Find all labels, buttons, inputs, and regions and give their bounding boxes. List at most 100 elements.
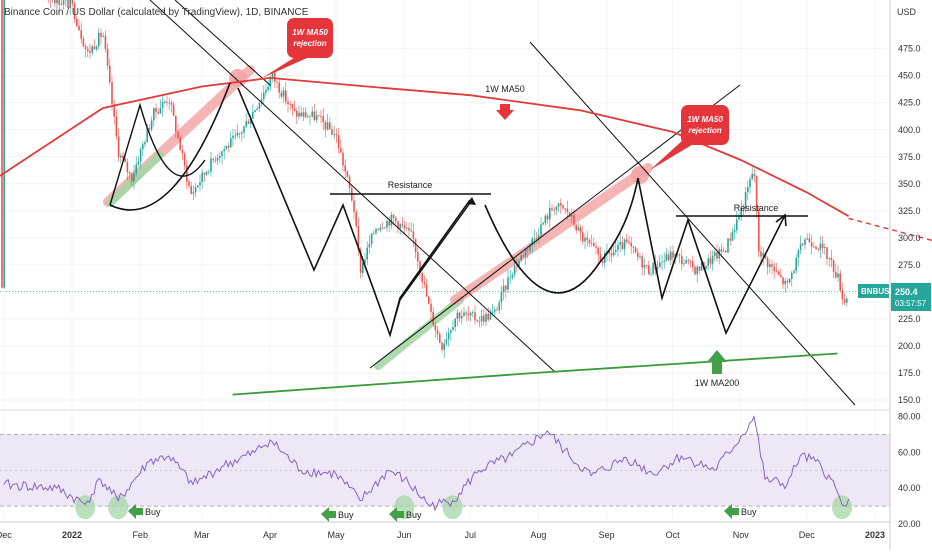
candle-body (481, 316, 483, 322)
candle-body (617, 245, 619, 250)
candle-body (366, 248, 368, 260)
candle-body (303, 112, 305, 116)
candle-body (91, 46, 93, 52)
candle-body (160, 108, 162, 113)
last-price: 250.4 (895, 287, 918, 297)
candle-body (144, 142, 146, 144)
y-tick-label: 225.0 (898, 314, 921, 324)
candle-body (426, 284, 428, 296)
candle-body (292, 104, 294, 108)
symbol-label: BNBUSD (861, 287, 895, 296)
candle-body (523, 255, 525, 256)
candle-body (171, 103, 173, 105)
candle-body (338, 135, 340, 148)
candle-body (778, 271, 780, 275)
x-tick-label: 2023 (865, 530, 885, 540)
candle-body (712, 256, 714, 264)
candle-body (472, 312, 474, 313)
candle-body (96, 46, 98, 49)
candle-body (58, 0, 60, 5)
rsi-tick-label: 80.00 (898, 412, 921, 422)
candle-body (710, 258, 712, 263)
candle-body (650, 274, 652, 275)
candle-body (758, 211, 760, 251)
candle-body (564, 209, 566, 210)
y-tick-label: 425.0 (898, 98, 921, 108)
candle-body (166, 102, 168, 103)
chart-title: Binance Coin / US Dollar (calculated by … (4, 7, 309, 18)
candle-body (131, 174, 133, 182)
candle-body (135, 165, 137, 174)
candle-body (234, 136, 236, 137)
y-tick-label: 200.0 (898, 341, 921, 351)
candle-body (615, 250, 617, 252)
candle-body (622, 242, 624, 249)
x-tick-label: Jun (397, 530, 412, 540)
x-tick-label: Dec (799, 530, 816, 540)
candle-body (437, 330, 439, 334)
candle-body (430, 304, 432, 312)
candle-body (410, 230, 412, 231)
candle-body (846, 299, 848, 303)
candle-body (259, 103, 261, 109)
candle-body (333, 134, 335, 135)
currency-label: USD (897, 7, 917, 17)
candle-body (215, 160, 217, 161)
candle-body (769, 264, 771, 267)
x-tick-label: Jul (464, 530, 476, 540)
candle-body (388, 221, 390, 225)
candle-body (278, 82, 280, 92)
candle-body (241, 133, 243, 134)
candle-body (72, 0, 74, 4)
candle-body (138, 162, 140, 165)
candle-body (503, 286, 505, 292)
candle-body (230, 138, 232, 147)
candle-body (747, 187, 749, 192)
candle-body (120, 156, 122, 158)
candle-body (586, 238, 588, 240)
x-tick-label: Oct (666, 530, 681, 540)
candle-body (573, 215, 575, 225)
candle-body (347, 172, 349, 177)
candle-body (837, 273, 839, 277)
candle-body (602, 261, 604, 263)
candle-body (133, 173, 135, 181)
candle-body (188, 181, 190, 186)
candle-body (314, 112, 316, 120)
candle-body (584, 238, 586, 242)
candle-body (630, 243, 632, 246)
candle-body (492, 312, 494, 314)
candle-body (685, 260, 687, 263)
candle-body (432, 312, 434, 325)
callout-left-line2: rejection (293, 39, 326, 48)
candle-body (61, 4, 63, 5)
candle-body (118, 137, 120, 158)
candle-body (318, 115, 320, 116)
candle-body (494, 310, 496, 312)
callout-right-line2: rejection (688, 126, 721, 135)
candle-body (402, 224, 404, 226)
candle-body (316, 115, 318, 120)
candle-body (56, 0, 58, 3)
candle-body (309, 116, 311, 117)
candle-body (646, 265, 648, 266)
candle-body (591, 243, 593, 244)
buy-label: Buy (338, 510, 354, 520)
candle-body (553, 210, 555, 211)
candle-body (362, 263, 364, 273)
candle-body (540, 225, 542, 236)
candle-body (760, 251, 762, 256)
candle-body (725, 251, 727, 253)
candle-body (551, 208, 553, 210)
x-tick-label: Sep (599, 530, 615, 540)
candle-body (459, 313, 461, 319)
candle-body (679, 255, 681, 256)
candle-body (210, 158, 212, 171)
buy-label: Buy (145, 507, 161, 517)
x-tick-label: Mar (194, 530, 210, 540)
candle-body (798, 250, 800, 258)
candle-body (1, 0, 3, 288)
candle-body (707, 258, 709, 266)
candle-body (435, 325, 437, 330)
candle-body (613, 252, 615, 255)
